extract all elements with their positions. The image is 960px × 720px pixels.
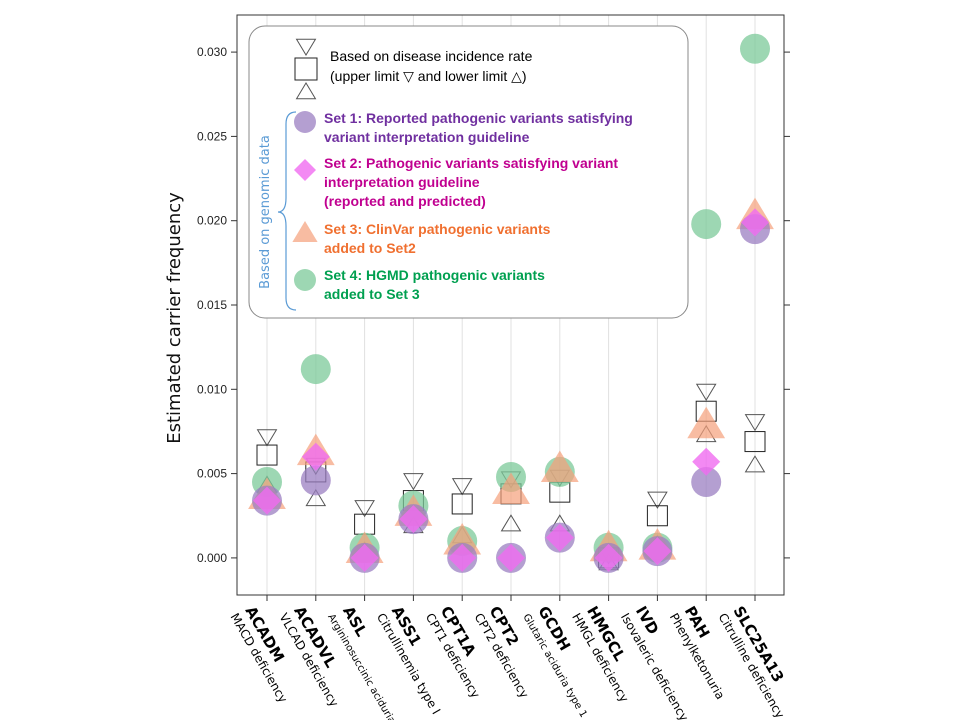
legend-brace [277, 111, 297, 311]
y-tick-label: 0.005 [197, 467, 227, 481]
legend-incidence-line2: (upper limit ▽ and lower limit △) [330, 68, 527, 84]
incidence-point-marker [646, 505, 668, 527]
set-2-marker [350, 543, 379, 572]
y-axis-ticks: 0.000 0.005 0.010 0.015 0.020 0.025 0.030 [197, 45, 790, 565]
y-tick-label: 0.010 [197, 382, 227, 396]
lower-limit-marker [744, 455, 766, 473]
set-2-marker [741, 208, 769, 237]
set-1-marker [691, 467, 722, 498]
upper-limit-marker [647, 491, 668, 509]
legend-set-4-text: Set 4: HGMD pathogenic variants [324, 267, 545, 283]
legend-content: Based on disease incidence rate (upper li… [258, 38, 633, 311]
upper-limit-marker [256, 429, 278, 447]
incidence-point-marker [256, 444, 278, 466]
upper-limit-marker [451, 478, 473, 496]
set-2-marker [643, 537, 672, 566]
set-4-marker [740, 33, 770, 64]
legend-set-1-text: variant interpretation guideline [324, 129, 530, 145]
y-tick-label: 0.025 [197, 129, 227, 143]
incidence-point-marker [744, 431, 766, 453]
set-2-marker [594, 543, 623, 572]
legend-incidence-symbol [294, 57, 318, 81]
y-tick-label: 0.020 [197, 214, 227, 228]
legend-set-2-symbol [294, 159, 316, 181]
set-2-marker [497, 543, 525, 572]
upper-limit-marker [695, 383, 717, 401]
legend-lower-symbol [295, 82, 317, 100]
set-2-marker [692, 447, 721, 476]
legend-set-2-text: interpretation guideline [324, 174, 480, 190]
upper-limit-marker [744, 414, 766, 432]
incidence-point-marker [451, 493, 473, 515]
set-4-marker [300, 354, 331, 385]
series-markers [248, 33, 774, 573]
y-tick-label: 0.030 [197, 45, 227, 59]
plot-frame [236, 14, 785, 596]
lower-limit-marker [500, 514, 522, 532]
legend-set-2-text: Set 2: Pathogenic variants satisfying va… [324, 155, 618, 171]
set-2-marker [545, 523, 574, 552]
y-tick-label: 0.000 [197, 551, 227, 565]
upper-limit-marker [354, 500, 375, 518]
upper-limit-marker [403, 473, 424, 491]
set-2-marker [448, 543, 477, 572]
legend-incidence-line1: Based on disease incidence rate [330, 48, 533, 64]
set-3-marker [540, 450, 579, 483]
set-4-marker [691, 209, 722, 240]
legend-frame [248, 25, 689, 319]
legend-set-1-symbol [294, 111, 316, 133]
set-1-marker [300, 465, 331, 496]
y-tick-label: 0.015 [197, 298, 227, 312]
legend-set-2-text: (reported and predicted) [324, 193, 486, 209]
legend-set-1-text: Set 1: Reported pathogenic variants sati… [324, 110, 633, 126]
set-2-marker [399, 505, 428, 534]
legend: Based on disease incidence rate (upper li… [248, 25, 689, 319]
legend-brace-label: Based on genomic data [258, 135, 273, 289]
legend-set-4-text: added to Set 3 [324, 286, 420, 302]
lower-limit-marker [305, 488, 327, 507]
set-2-marker [253, 486, 281, 515]
legend-set-4-symbol [294, 269, 316, 291]
legend-set-3-text: added to Set2 [324, 240, 416, 256]
set-3-marker [492, 472, 530, 504]
legend-set-3-symbol [292, 221, 318, 242]
set-3-marker [687, 406, 726, 439]
legend-set-3-text: Set 3: ClinVar pathogenic variants [324, 221, 551, 237]
y-axis-label: Estimated carrier frequency [164, 192, 185, 444]
set-2-marker [301, 442, 330, 471]
legend-upper-symbol [295, 38, 317, 56]
